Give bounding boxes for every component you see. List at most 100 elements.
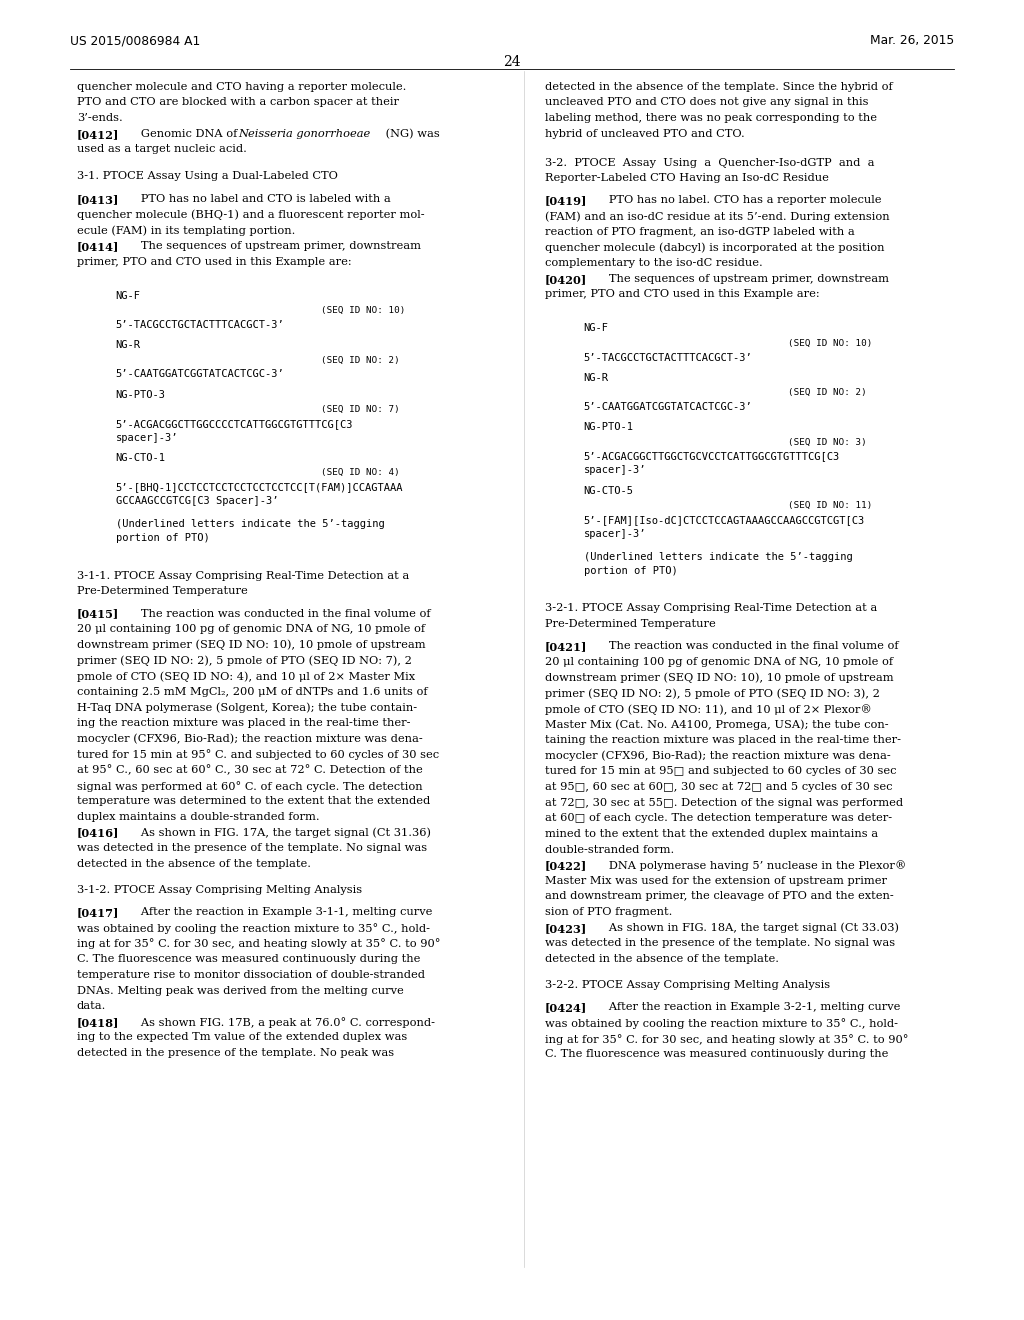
Text: [0422]: [0422] xyxy=(545,861,587,871)
Text: (SEQ ID NO: 2): (SEQ ID NO: 2) xyxy=(321,355,399,364)
Text: (SEQ ID NO: 11): (SEQ ID NO: 11) xyxy=(788,502,872,510)
Text: ing the reaction mixture was placed in the real-time ther-: ing the reaction mixture was placed in t… xyxy=(77,718,411,729)
Text: NG-F: NG-F xyxy=(116,290,140,301)
Text: [0418]: [0418] xyxy=(77,1016,119,1028)
Text: (Underlined letters indicate the 5’-tagging: (Underlined letters indicate the 5’-tagg… xyxy=(116,519,384,529)
Text: [0412]: [0412] xyxy=(77,129,119,140)
Text: primer, PTO and CTO used in this Example are:: primer, PTO and CTO used in this Example… xyxy=(77,257,351,267)
Text: 5’-TACGCCTGCTACTTTCACGCT-3’: 5’-TACGCCTGCTACTTTCACGCT-3’ xyxy=(116,319,285,330)
Text: H-Taq DNA polymerase (Solgent, Korea); the tube contain-: H-Taq DNA polymerase (Solgent, Korea); t… xyxy=(77,702,417,713)
Text: [0414]: [0414] xyxy=(77,242,119,252)
Text: temperature was determined to the extent that the extended: temperature was determined to the extent… xyxy=(77,796,430,807)
Text: 20 μl containing 100 pg of genomic DNA of NG, 10 pmole of: 20 μl containing 100 pg of genomic DNA o… xyxy=(77,624,425,634)
Text: at 72□, 30 sec at 55□. Detection of the signal was performed: at 72□, 30 sec at 55□. Detection of the … xyxy=(545,797,903,808)
Text: quencher molecule (dabcyl) is incorporated at the position: quencher molecule (dabcyl) is incorporat… xyxy=(545,243,885,253)
Text: data.: data. xyxy=(77,1001,106,1011)
Text: As shown in FIG. 18A, the target signal (Ct 33.03): As shown in FIG. 18A, the target signal … xyxy=(598,923,899,933)
Text: primer, PTO and CTO used in this Example are:: primer, PTO and CTO used in this Example… xyxy=(545,289,819,300)
Text: 3-1-1. PTOCE Assay Comprising Real-Time Detection at a: 3-1-1. PTOCE Assay Comprising Real-Time … xyxy=(77,570,409,581)
Text: 5’-CAATGGATCGGTATCACTCGC-3’: 5’-CAATGGATCGGTATCACTCGC-3’ xyxy=(116,370,285,379)
Text: [0413]: [0413] xyxy=(77,194,119,205)
Text: Genomic DNA of: Genomic DNA of xyxy=(130,129,241,139)
Text: quencher molecule and CTO having a reporter molecule.: quencher molecule and CTO having a repor… xyxy=(77,82,407,92)
Text: NG-PTO-1: NG-PTO-1 xyxy=(584,422,634,433)
Text: (FAM) and an iso-dC residue at its 5’-end. During extension: (FAM) and an iso-dC residue at its 5’-en… xyxy=(545,211,890,222)
Text: duplex maintains a double-stranded form.: duplex maintains a double-stranded form. xyxy=(77,812,319,822)
Text: (SEQ ID NO: 10): (SEQ ID NO: 10) xyxy=(321,306,404,315)
Text: DNAs. Melting peak was derived from the melting curve: DNAs. Melting peak was derived from the … xyxy=(77,986,403,995)
Text: detected in the presence of the template. No peak was: detected in the presence of the template… xyxy=(77,1048,394,1059)
Text: NG-R: NG-R xyxy=(584,374,608,383)
Text: double-stranded form.: double-stranded form. xyxy=(545,845,674,854)
Text: (Underlined letters indicate the 5’-tagging: (Underlined letters indicate the 5’-tagg… xyxy=(584,552,852,562)
Text: Master Mix was used for the extension of upstream primer: Master Mix was used for the extension of… xyxy=(545,876,887,886)
Text: uncleaved PTO and CTO does not give any signal in this: uncleaved PTO and CTO does not give any … xyxy=(545,98,868,107)
Text: PTO and CTO are blocked with a carbon spacer at their: PTO and CTO are blocked with a carbon sp… xyxy=(77,98,398,107)
Text: [0421]: [0421] xyxy=(545,642,587,652)
Text: was obtained by cooling the reaction mixture to 35° C., hold-: was obtained by cooling the reaction mix… xyxy=(545,1018,898,1030)
Text: spacer]-3’: spacer]-3’ xyxy=(116,433,178,442)
Text: [0424]: [0424] xyxy=(545,1002,587,1014)
Text: tured for 15 min at 95□ and subjected to 60 cycles of 30 sec: tured for 15 min at 95□ and subjected to… xyxy=(545,767,896,776)
Text: pmole of CTO (SEQ ID NO: 11), and 10 μl of 2× Plexor®: pmole of CTO (SEQ ID NO: 11), and 10 μl … xyxy=(545,704,871,714)
Text: [0417]: [0417] xyxy=(77,907,119,919)
Text: primer (SEQ ID NO: 2), 5 pmole of PTO (SEQ ID NO: 7), 2: primer (SEQ ID NO: 2), 5 pmole of PTO (S… xyxy=(77,656,412,667)
Text: 3-2-1. PTOCE Assay Comprising Real-Time Detection at a: 3-2-1. PTOCE Assay Comprising Real-Time … xyxy=(545,603,877,614)
Text: (SEQ ID NO: 4): (SEQ ID NO: 4) xyxy=(321,469,399,478)
Text: Pre-Determined Temperature: Pre-Determined Temperature xyxy=(77,586,248,597)
Text: [0416]: [0416] xyxy=(77,828,119,838)
Text: (SEQ ID NO: 10): (SEQ ID NO: 10) xyxy=(788,339,872,347)
Text: 5’-ACGACGGCTTGGCTGCVCCTCATTGGCGTGTTTCG[C3: 5’-ACGACGGCTTGGCTGCVCCTCATTGGCGTGTTTCG[C… xyxy=(584,451,840,462)
Text: Neisseria gonorrhoeae: Neisseria gonorrhoeae xyxy=(239,129,371,139)
Text: sion of PTO fragment.: sion of PTO fragment. xyxy=(545,907,672,917)
Text: The sequences of upstream primer, downstream: The sequences of upstream primer, downst… xyxy=(598,273,889,284)
Text: The sequences of upstream primer, downstream: The sequences of upstream primer, downst… xyxy=(130,242,421,251)
Text: [0420]: [0420] xyxy=(545,273,587,285)
Text: 3’-ends.: 3’-ends. xyxy=(77,114,123,123)
Text: was detected in the presence of the template. No signal was: was detected in the presence of the temp… xyxy=(545,939,895,948)
Text: (SEQ ID NO: 2): (SEQ ID NO: 2) xyxy=(788,388,867,397)
Text: taining the reaction mixture was placed in the real-time ther-: taining the reaction mixture was placed … xyxy=(545,735,901,744)
Text: The reaction was conducted in the final volume of: The reaction was conducted in the final … xyxy=(130,609,431,619)
Text: NG-PTO-3: NG-PTO-3 xyxy=(116,389,166,400)
Text: (SEQ ID NO: 7): (SEQ ID NO: 7) xyxy=(321,405,399,414)
Text: quencher molecule (BHQ-1) and a fluorescent reporter mol-: quencher molecule (BHQ-1) and a fluoresc… xyxy=(77,210,424,220)
Text: reaction of PTO fragment, an iso-dGTP labeled with a: reaction of PTO fragment, an iso-dGTP la… xyxy=(545,227,854,236)
Text: 5’-[BHQ-1]CCTCCTCCTCCTCCTCCTCC[T(FAM)]CCAGTAAA: 5’-[BHQ-1]CCTCCTCCTCCTCCTCCTCC[T(FAM)]CC… xyxy=(116,482,403,492)
Text: GCCAAGCCGTCG[C3 Spacer]-3’: GCCAAGCCGTCG[C3 Spacer]-3’ xyxy=(116,496,279,506)
Text: was detected in the presence of the template. No signal was: was detected in the presence of the temp… xyxy=(77,843,427,853)
Text: As shown FIG. 17B, a peak at 76.0° C. correspond-: As shown FIG. 17B, a peak at 76.0° C. co… xyxy=(130,1016,435,1028)
Text: PTO has no label and CTO is labeled with a: PTO has no label and CTO is labeled with… xyxy=(130,194,391,205)
Text: pmole of CTO (SEQ ID NO: 4), and 10 μl of 2× Master Mix: pmole of CTO (SEQ ID NO: 4), and 10 μl o… xyxy=(77,671,415,681)
Text: [0419]: [0419] xyxy=(545,195,587,206)
Text: 3-2.  PTOCE  Assay  Using  a  Quencher-Iso-dGTP  and  a: 3-2. PTOCE Assay Using a Quencher-Iso-dG… xyxy=(545,157,874,168)
Text: at 60□ of each cycle. The detection temperature was deter-: at 60□ of each cycle. The detection temp… xyxy=(545,813,892,824)
Text: 3-2-2. PTOCE Assay Comprising Melting Analysis: 3-2-2. PTOCE Assay Comprising Melting An… xyxy=(545,981,829,990)
Text: (SEQ ID NO: 3): (SEQ ID NO: 3) xyxy=(788,438,867,446)
Text: detected in the absence of the template.: detected in the absence of the template. xyxy=(545,954,779,964)
Text: 5’-CAATGGATCGGTATCACTCGC-3’: 5’-CAATGGATCGGTATCACTCGC-3’ xyxy=(584,403,753,412)
Text: at 95□, 60 sec at 60□, 30 sec at 72□ and 5 cycles of 30 sec: at 95□, 60 sec at 60□, 30 sec at 72□ and… xyxy=(545,781,892,792)
Text: primer (SEQ ID NO: 2), 5 pmole of PTO (SEQ ID NO: 3), 2: primer (SEQ ID NO: 2), 5 pmole of PTO (S… xyxy=(545,688,880,698)
Text: After the reaction in Example 3-2-1, melting curve: After the reaction in Example 3-2-1, mel… xyxy=(598,1002,900,1012)
Text: (NG) was: (NG) was xyxy=(382,129,439,139)
Text: C. The fluorescence was measured continuously during the: C. The fluorescence was measured continu… xyxy=(77,954,420,964)
Text: C. The fluorescence was measured continuously during the: C. The fluorescence was measured continu… xyxy=(545,1049,888,1060)
Text: mocycler (CFX96, Bio-Rad); the reaction mixture was dena-: mocycler (CFX96, Bio-Rad); the reaction … xyxy=(77,734,423,744)
Text: containing 2.5 mM MgCl₂, 200 μM of dNTPs and 1.6 units of: containing 2.5 mM MgCl₂, 200 μM of dNTPs… xyxy=(77,686,427,697)
Text: portion of PTO): portion of PTO) xyxy=(584,566,678,576)
Text: [0423]: [0423] xyxy=(545,923,587,933)
Text: spacer]-3’: spacer]-3’ xyxy=(584,466,646,475)
Text: downstream primer (SEQ ID NO: 10), 10 pmole of upstream: downstream primer (SEQ ID NO: 10), 10 pm… xyxy=(545,672,893,682)
Text: Pre-Determined Temperature: Pre-Determined Temperature xyxy=(545,619,716,628)
Text: complementary to the iso-dC residue.: complementary to the iso-dC residue. xyxy=(545,259,763,268)
Text: After the reaction in Example 3-1-1, melting curve: After the reaction in Example 3-1-1, mel… xyxy=(130,907,432,917)
Text: detected in the absence of the template. Since the hybrid of: detected in the absence of the template.… xyxy=(545,82,893,92)
Text: mocycler (CFX96, Bio-Rad); the reaction mixture was dena-: mocycler (CFX96, Bio-Rad); the reaction … xyxy=(545,751,891,762)
Text: 3-1. PTOCE Assay Using a Dual-Labeled CTO: 3-1. PTOCE Assay Using a Dual-Labeled CT… xyxy=(77,170,338,181)
Text: 5’-ACGACGGCTTGGCCCCTCATTGGCGTGTTTCG[C3: 5’-ACGACGGCTTGGCCCCTCATTGGCGTGTTTCG[C3 xyxy=(116,418,353,429)
Text: Mar. 26, 2015: Mar. 26, 2015 xyxy=(870,34,954,48)
Text: Master Mix (Cat. No. A4100, Promega, USA); the tube con-: Master Mix (Cat. No. A4100, Promega, USA… xyxy=(545,719,889,730)
Text: ing at for 35° C. for 30 sec, and heating slowly at 35° C. to 90°: ing at for 35° C. for 30 sec, and heatin… xyxy=(77,939,440,949)
Text: tured for 15 min at 95° C. and subjected to 60 cycles of 30 sec: tured for 15 min at 95° C. and subjected… xyxy=(77,750,439,760)
